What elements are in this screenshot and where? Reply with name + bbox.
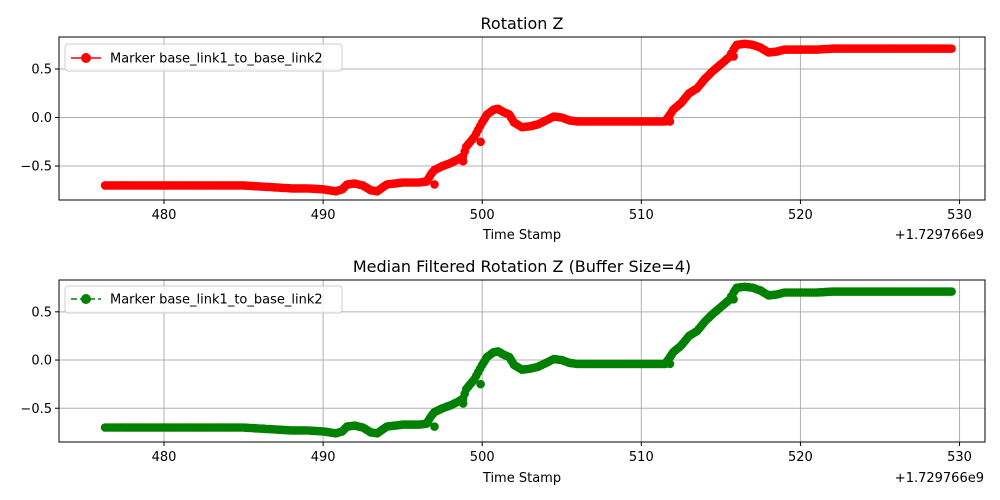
x-tick-label: 510 bbox=[629, 450, 654, 465]
legend: Marker base_link1_to_base_link2 bbox=[64, 43, 343, 72]
data-point bbox=[665, 359, 675, 369]
data-point bbox=[729, 294, 738, 304]
chart-rotation-z: Rotation Z 480 490 500 510 520 530 −0.5 0.0 0.5… bbox=[20, 14, 986, 243]
x-tick-label: 530 bbox=[947, 450, 972, 465]
legend-marker bbox=[81, 294, 91, 304]
x-tick-label: 480 bbox=[152, 450, 177, 465]
x-tick-label: 500 bbox=[470, 208, 495, 223]
data-point bbox=[430, 422, 439, 431]
x-tick-label: 530 bbox=[947, 208, 972, 223]
y-tick-label: 0.0 bbox=[31, 111, 52, 126]
x-offset-text: +1.729766e9 bbox=[895, 228, 984, 243]
x-tick-label: 500 bbox=[470, 450, 495, 465]
plot-frame bbox=[58, 279, 986, 443]
x-tick-label: 490 bbox=[311, 208, 336, 223]
legend-box bbox=[64, 43, 343, 72]
data-point bbox=[947, 287, 956, 296]
x-tick-label: 520 bbox=[788, 450, 813, 465]
legend-marker bbox=[81, 53, 91, 63]
series bbox=[100, 282, 956, 438]
data-point bbox=[476, 137, 485, 147]
x-tick-label: 490 bbox=[311, 450, 336, 465]
y-tick-label: 0.5 bbox=[31, 305, 52, 320]
x-tick-label: 520 bbox=[788, 208, 813, 223]
x-axis-label: Time Stamp bbox=[482, 228, 561, 243]
y-ticks: −0.5 0.0 0.5 bbox=[20, 305, 59, 417]
legend-label: Marker base_link1_to_base_link2 bbox=[110, 52, 323, 67]
data-point bbox=[947, 44, 956, 53]
grid bbox=[59, 37, 985, 200]
data-point bbox=[458, 399, 468, 408]
y-tick-label: 0.5 bbox=[31, 63, 52, 78]
legend-label: Marker base_link1_to_base_link2 bbox=[110, 293, 323, 308]
x-tick-label: 510 bbox=[629, 208, 654, 223]
y-tick-label: −0.5 bbox=[20, 402, 52, 417]
chart-title: Median Filtered Rotation Z (Buffer Size=… bbox=[353, 257, 691, 276]
x-axis-label: Time Stamp bbox=[482, 471, 561, 486]
x-tick-label: 480 bbox=[152, 208, 177, 223]
chart-title: Rotation Z bbox=[481, 14, 564, 33]
chart-median-filtered-rotation-z: Median Filtered Rotation Z (Buffer Size=… bbox=[20, 257, 986, 486]
y-tick-label: 0.0 bbox=[31, 354, 52, 369]
plot-frame bbox=[58, 36, 986, 201]
y-tick-label: −0.5 bbox=[20, 160, 52, 175]
data-point bbox=[729, 52, 738, 61]
data-point bbox=[430, 180, 439, 189]
y-ticks: −0.5 0.0 0.5 bbox=[20, 63, 59, 175]
data-point bbox=[665, 117, 675, 126]
data-point bbox=[476, 379, 485, 389]
legend: Marker base_link1_to_base_link2 bbox=[64, 285, 343, 314]
data-point bbox=[458, 156, 468, 166]
x-ticks: 480 490 500 510 520 530 bbox=[152, 442, 972, 465]
legend-box bbox=[64, 285, 343, 314]
series bbox=[100, 39, 956, 196]
x-ticks: 480 490 500 510 520 530 bbox=[152, 200, 972, 223]
x-offset-text: +1.729766e9 bbox=[895, 471, 984, 486]
